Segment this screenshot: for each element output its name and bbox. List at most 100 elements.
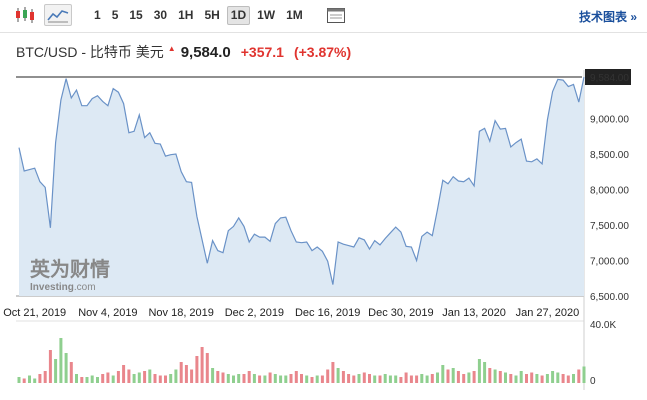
volume-bar (409, 375, 413, 383)
volume-bar (64, 353, 68, 383)
volume-bar (545, 374, 549, 383)
price-area-fill (19, 77, 584, 296)
quote-header: BTC/USD - 比特币 美元 ▲ 9,584.0 +357.1 (+3.87… (16, 42, 351, 62)
interval-button-5[interactable]: 5 (111, 8, 119, 22)
volume-bar (200, 347, 204, 383)
volume-axis-max-label: 40.0K (590, 320, 616, 331)
last-price-tag (585, 69, 631, 85)
volume-bar (54, 359, 58, 383)
volume-bar (378, 375, 382, 383)
interval-button-1h[interactable]: 1H (178, 8, 194, 22)
volume-bar (388, 375, 392, 383)
volume-bar (232, 375, 235, 383)
volume-bar (85, 377, 89, 383)
volume-bar (399, 377, 403, 383)
volume-bar (320, 375, 324, 383)
volume-bar (357, 374, 361, 383)
volume-bar (383, 374, 387, 383)
volume-bar (158, 375, 162, 383)
volume-bar (425, 375, 429, 383)
last-price-tag-text: 9,584.00 (590, 73, 629, 84)
technical-chart-link[interactable]: 技术图表 » (578, 10, 637, 24)
volume-bar (289, 374, 293, 383)
volume-bar (174, 369, 178, 383)
price-line (18, 76, 585, 285)
volume-bar (69, 362, 73, 383)
volume-bar (143, 371, 147, 383)
interval-button-1[interactable]: 1 (94, 8, 101, 22)
volume-bar (456, 371, 460, 383)
volume-bar (226, 374, 230, 383)
x-tick-label: Dec 2, 2019 (225, 307, 284, 319)
candlestick-chart-icon[interactable] (12, 4, 40, 26)
volume-bar (572, 374, 575, 383)
volume-bar (137, 372, 141, 383)
volume-bar (368, 374, 371, 383)
x-tick-label: Nov 4, 2019 (78, 307, 137, 319)
volume-bar (556, 372, 560, 383)
volume-bar (17, 377, 21, 383)
volume-bar (347, 374, 351, 383)
volume-bar (106, 372, 110, 383)
volume-bar (441, 365, 445, 383)
volume-bar (101, 374, 105, 383)
volume-bar (111, 375, 115, 383)
watermark-chinese: 英为财情 (30, 257, 110, 281)
volume-bar (38, 374, 42, 383)
x-tick-label: Oct 21, 2019 (3, 307, 66, 319)
volume-bar (509, 374, 513, 383)
interval-button-1w[interactable]: 1W (257, 8, 276, 22)
volume-axis-zero-label: 0 (590, 376, 596, 387)
volume-bar (430, 374, 434, 383)
area-chart-icon[interactable] (44, 4, 72, 26)
volume-bar (205, 353, 209, 383)
volume-bar (352, 375, 356, 383)
volume-bar (472, 371, 476, 383)
volume-bar (341, 371, 345, 383)
volume-bar (514, 375, 518, 383)
volume-bar (116, 371, 120, 383)
volume-bar (294, 371, 298, 383)
volume-bar (268, 372, 272, 383)
volume-bar (80, 377, 84, 383)
volume-bar (43, 371, 47, 383)
volume-bar (127, 369, 131, 383)
volume-bar (184, 365, 188, 383)
price-change: +357.1 (240, 44, 284, 60)
volume-bar (28, 375, 31, 383)
volume-bar (331, 362, 335, 383)
interval-button-5h[interactable]: 5H (204, 8, 220, 22)
x-tick-label: Dec 16, 2019 (295, 307, 360, 319)
last-price: 9,584.0 (180, 44, 231, 61)
volume-bar (420, 374, 424, 383)
volume-bar (394, 375, 398, 383)
interval-button-1m[interactable]: 1M (286, 8, 303, 22)
interval-button-15[interactable]: 15 (129, 8, 143, 22)
volume-bar (415, 375, 419, 383)
volume-bar (33, 378, 37, 383)
volume-bar (273, 374, 277, 383)
volume-bar (326, 369, 330, 383)
interval-button-30[interactable]: 30 (153, 8, 168, 22)
volume-bar (404, 372, 408, 383)
instrument-name: BTC/USD - 比特币 美元 (16, 44, 164, 60)
volume-bar (48, 350, 52, 383)
calendar-icon[interactable] (324, 4, 348, 26)
volume-bar (436, 372, 439, 383)
volume-bar (462, 374, 466, 383)
volume-bar (153, 374, 157, 383)
investing-watermark: 英为财情 Investing.com (30, 257, 110, 293)
price-up-arrow-icon: ▲ (167, 44, 176, 53)
y-tick-label: 8,000.00 (590, 186, 629, 197)
y-tick-label: 9,000.00 (590, 115, 629, 126)
interval-selector: 1 5 15 30 1H 5H 1D 1W 1M (90, 6, 310, 25)
interval-button-1d[interactable]: 1D (226, 6, 251, 25)
x-tick-label: Jan 13, 2020 (442, 307, 506, 319)
volume-bar (310, 377, 314, 383)
volume-bar (284, 375, 288, 383)
volume-bar (122, 365, 126, 383)
volume-bar (582, 366, 586, 383)
volume-bar (561, 374, 565, 383)
volume-bar (247, 371, 251, 383)
